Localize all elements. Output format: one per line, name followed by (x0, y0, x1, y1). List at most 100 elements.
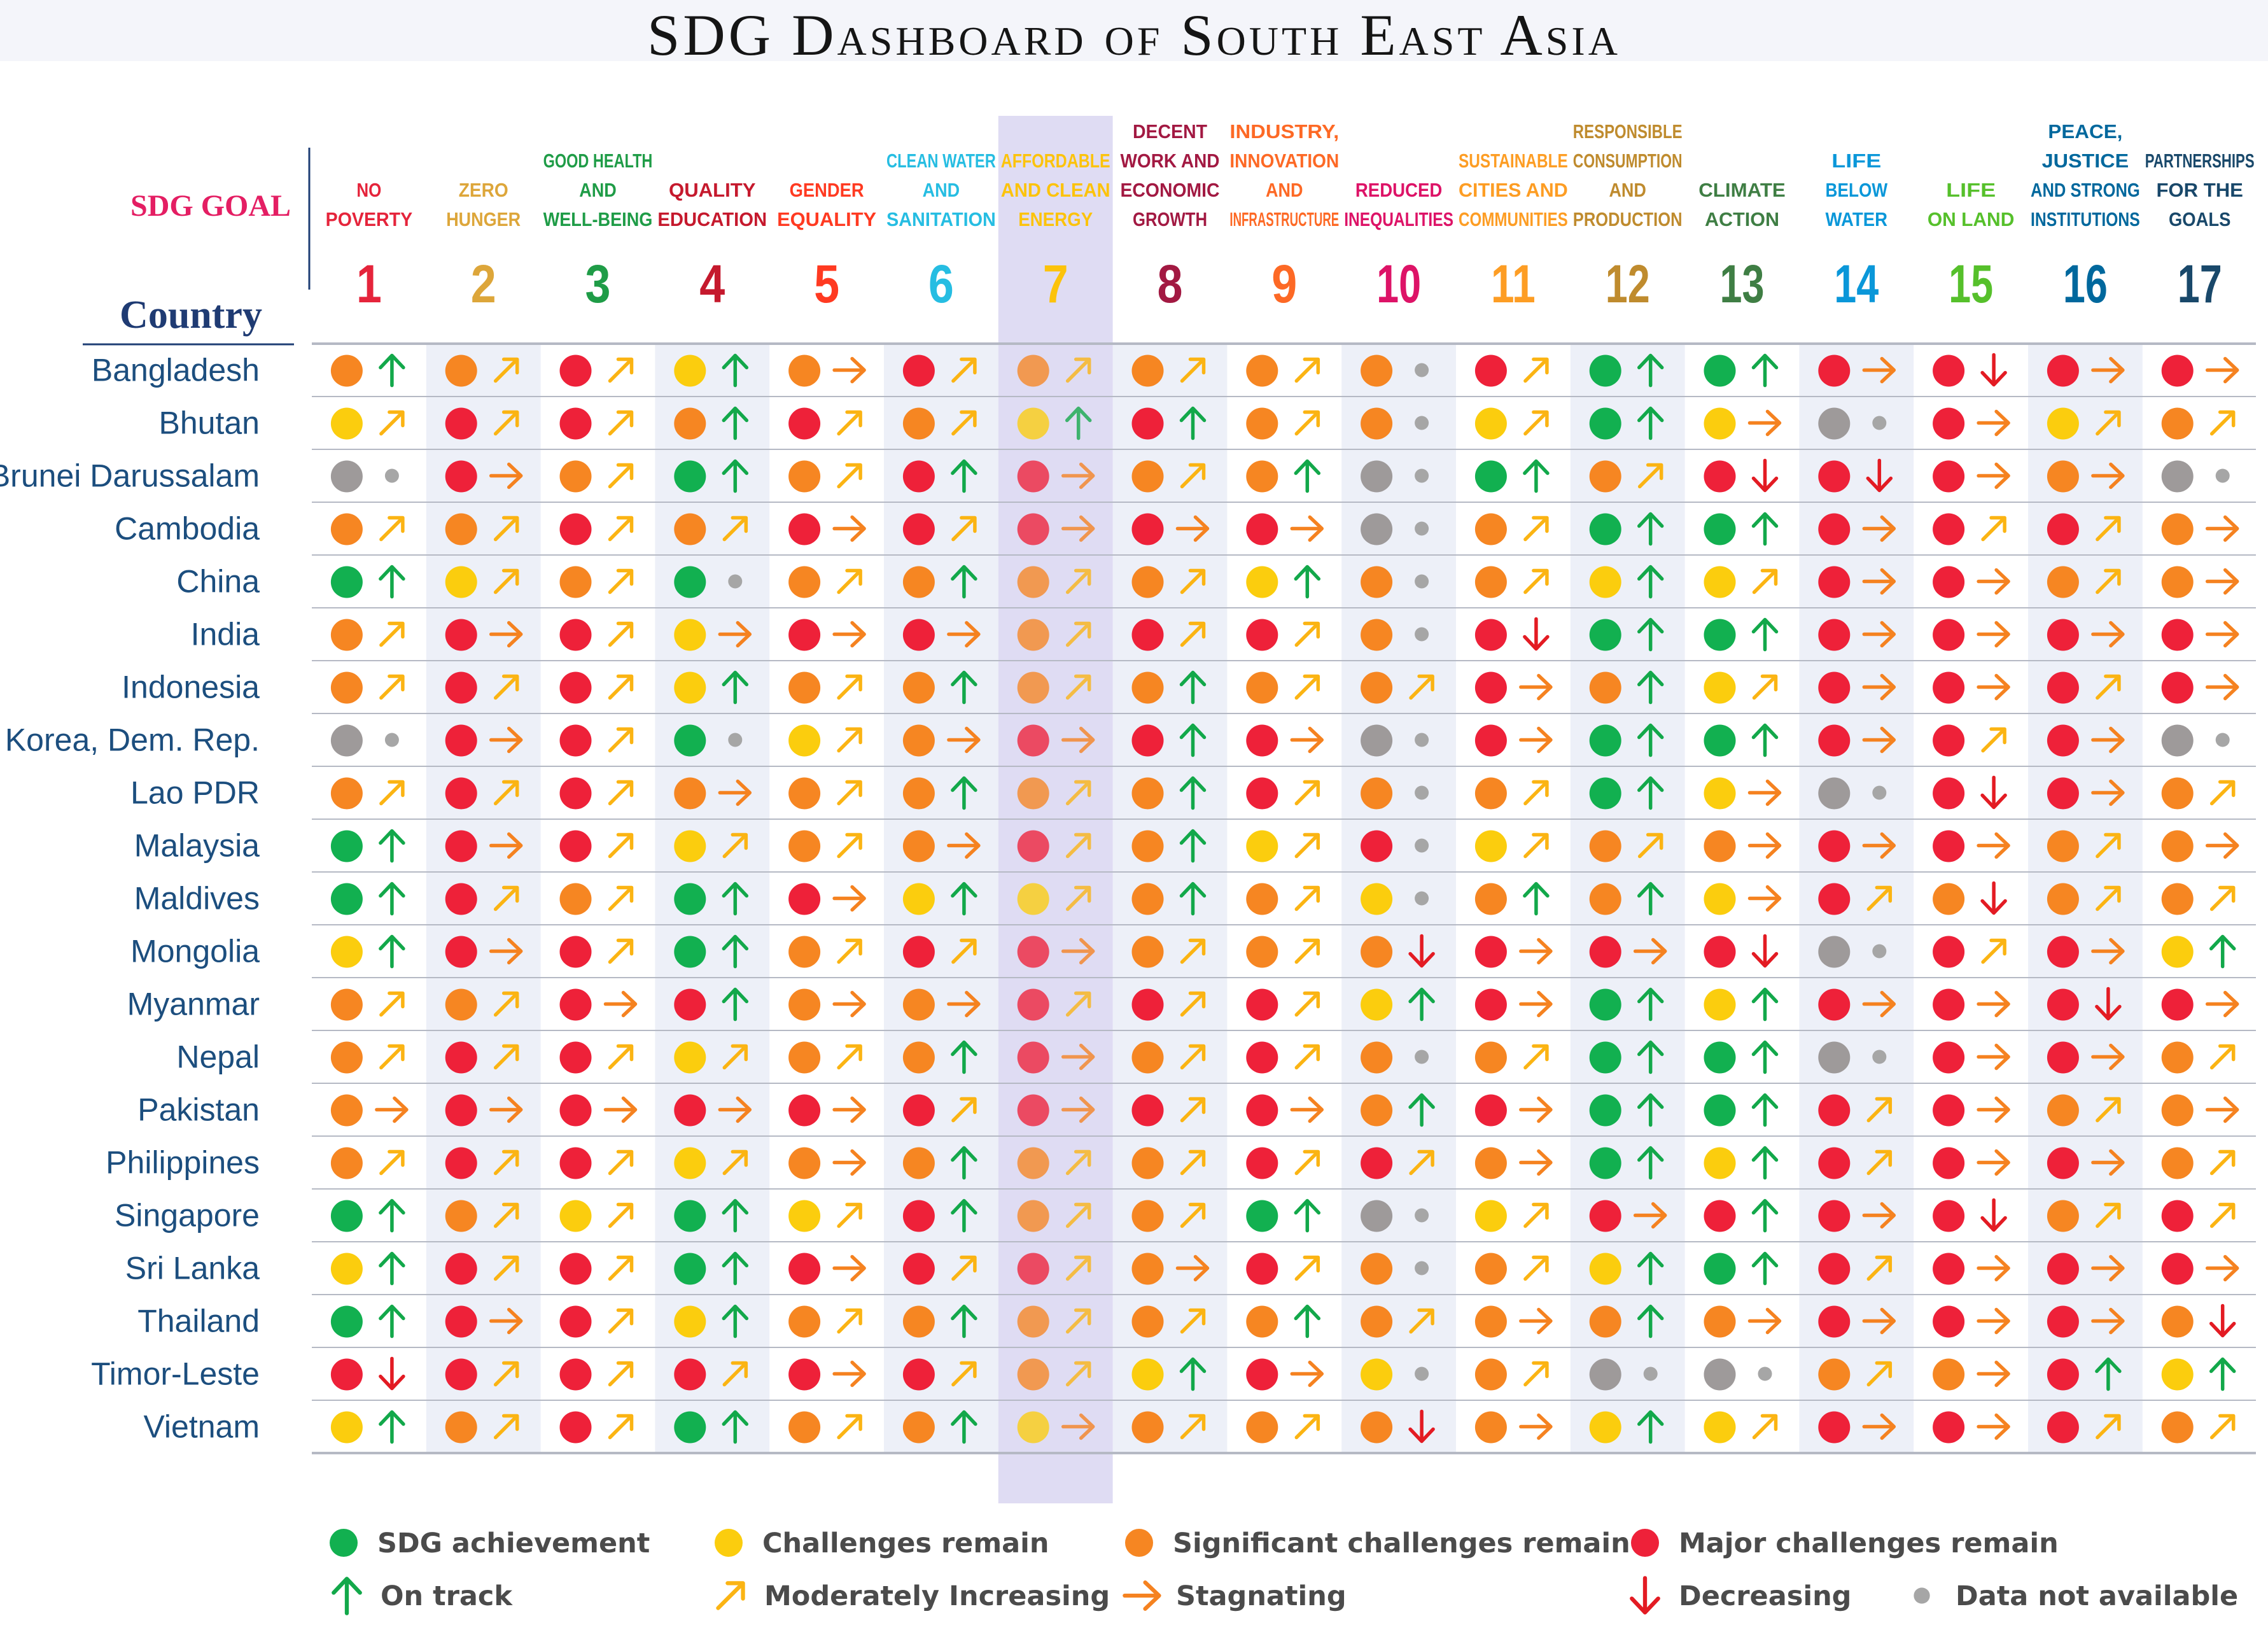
trend-icon (2215, 468, 2230, 483)
status-cell (1589, 723, 1664, 757)
status-dot (674, 724, 706, 757)
status-dot (330, 619, 363, 651)
trend-icon (1523, 1255, 1549, 1281)
status-cell (674, 1198, 749, 1233)
status-cell (1246, 1147, 1320, 1179)
trend-icon (608, 621, 634, 647)
column-shade (884, 344, 998, 1453)
status-dot (2161, 671, 2194, 704)
status-dot (445, 936, 477, 968)
trend-icon (837, 1308, 862, 1334)
status-dot (330, 671, 363, 704)
status-cell (1131, 1094, 1206, 1127)
status-cell (2161, 1094, 2239, 1127)
trend-icon (1977, 1149, 2010, 1176)
goal-label-line: GOALS (2169, 208, 2231, 230)
status-dot (2047, 777, 2079, 810)
trend-icon (1180, 938, 1206, 964)
trend-icon (1179, 670, 1207, 705)
status-cell (2047, 566, 2121, 598)
column-shade (1799, 344, 1914, 1453)
status-dot (674, 619, 706, 651)
trend-icon (1751, 1040, 1779, 1074)
status-dot (445, 830, 477, 862)
status-cell (1246, 513, 1324, 545)
status-dot (902, 355, 935, 387)
status-cell (445, 1200, 519, 1232)
status-cell (559, 936, 634, 968)
status-dot (1474, 1253, 1507, 1285)
trend-icon (2209, 934, 2236, 969)
trend-icon (603, 1096, 638, 1123)
trend-icon (1872, 944, 1887, 959)
trend-icon (722, 833, 748, 859)
status-dot (330, 1253, 363, 1285)
country-name: Mongolia (130, 934, 260, 969)
status-cell (902, 1146, 977, 1180)
legend-label: Decreasing (1679, 1580, 1851, 1612)
status-cell (2047, 724, 2125, 757)
goal-number: 8 (1158, 254, 1183, 314)
status-cell (902, 988, 981, 1021)
status-dot (1246, 1358, 1278, 1391)
status-cell (788, 830, 862, 862)
status-dot (1017, 407, 1049, 440)
trend-icon (832, 1149, 866, 1176)
status-dot (1474, 1041, 1507, 1074)
status-cell (559, 1305, 634, 1338)
status-dot (902, 883, 935, 915)
status-cell (1361, 671, 1434, 704)
trend-icon (951, 938, 977, 964)
status-dot (1818, 883, 1851, 915)
trend-icon (379, 1198, 405, 1233)
status-cell (1361, 1041, 1429, 1074)
goal-number: 11 (1491, 254, 1536, 314)
status-dot (902, 988, 935, 1021)
trend-icon (1061, 1413, 1095, 1440)
goal-number: 6 (928, 254, 954, 314)
trend-icon (947, 726, 981, 754)
trend-icon (1179, 723, 1207, 757)
status-cell (674, 406, 749, 440)
status-dot (902, 1411, 935, 1444)
trend-icon (1747, 832, 1782, 859)
status-dot (1818, 1411, 1851, 1444)
trend-icon (2205, 1096, 2239, 1123)
trend-icon (379, 780, 405, 806)
status-dot (2161, 1094, 2194, 1127)
status-dot (2047, 513, 2079, 545)
status-cell (1131, 988, 1206, 1021)
status-dot (1474, 355, 1507, 387)
trend-icon (1523, 357, 1549, 383)
trend-icon (1977, 1413, 2010, 1440)
trend-icon (379, 1356, 405, 1391)
trend-icon (1065, 833, 1091, 859)
trend-icon (1519, 673, 1553, 701)
trend-icon (1294, 565, 1321, 599)
status-cell (1589, 1093, 1664, 1127)
trend-icon (1294, 357, 1320, 383)
trend-icon (1637, 1146, 1664, 1180)
goal-number: 2 (471, 254, 496, 314)
trend-icon (837, 410, 862, 436)
legend-label: Significant challenges remain (1173, 1528, 1630, 1559)
status-dot (330, 777, 363, 810)
status-dot (902, 671, 935, 704)
status-cell (1017, 883, 1091, 915)
trend-icon (2205, 832, 2239, 859)
trend-icon (951, 1410, 977, 1444)
status-cell (674, 934, 749, 969)
trend-icon (722, 516, 748, 542)
trend-icon (1294, 621, 1320, 647)
status-cell (788, 883, 866, 915)
goal-label-line: GENDER (790, 179, 864, 201)
status-dot (445, 407, 477, 440)
status-cell (1474, 1200, 1549, 1232)
status-cell (1246, 565, 1321, 599)
trend-icon (1977, 1307, 2010, 1335)
trend-icon (2209, 885, 2236, 911)
trend-icon (832, 515, 866, 542)
trend-icon (1065, 674, 1091, 700)
country-name: Myanmar (127, 987, 260, 1022)
status-dot (1361, 1094, 1393, 1127)
